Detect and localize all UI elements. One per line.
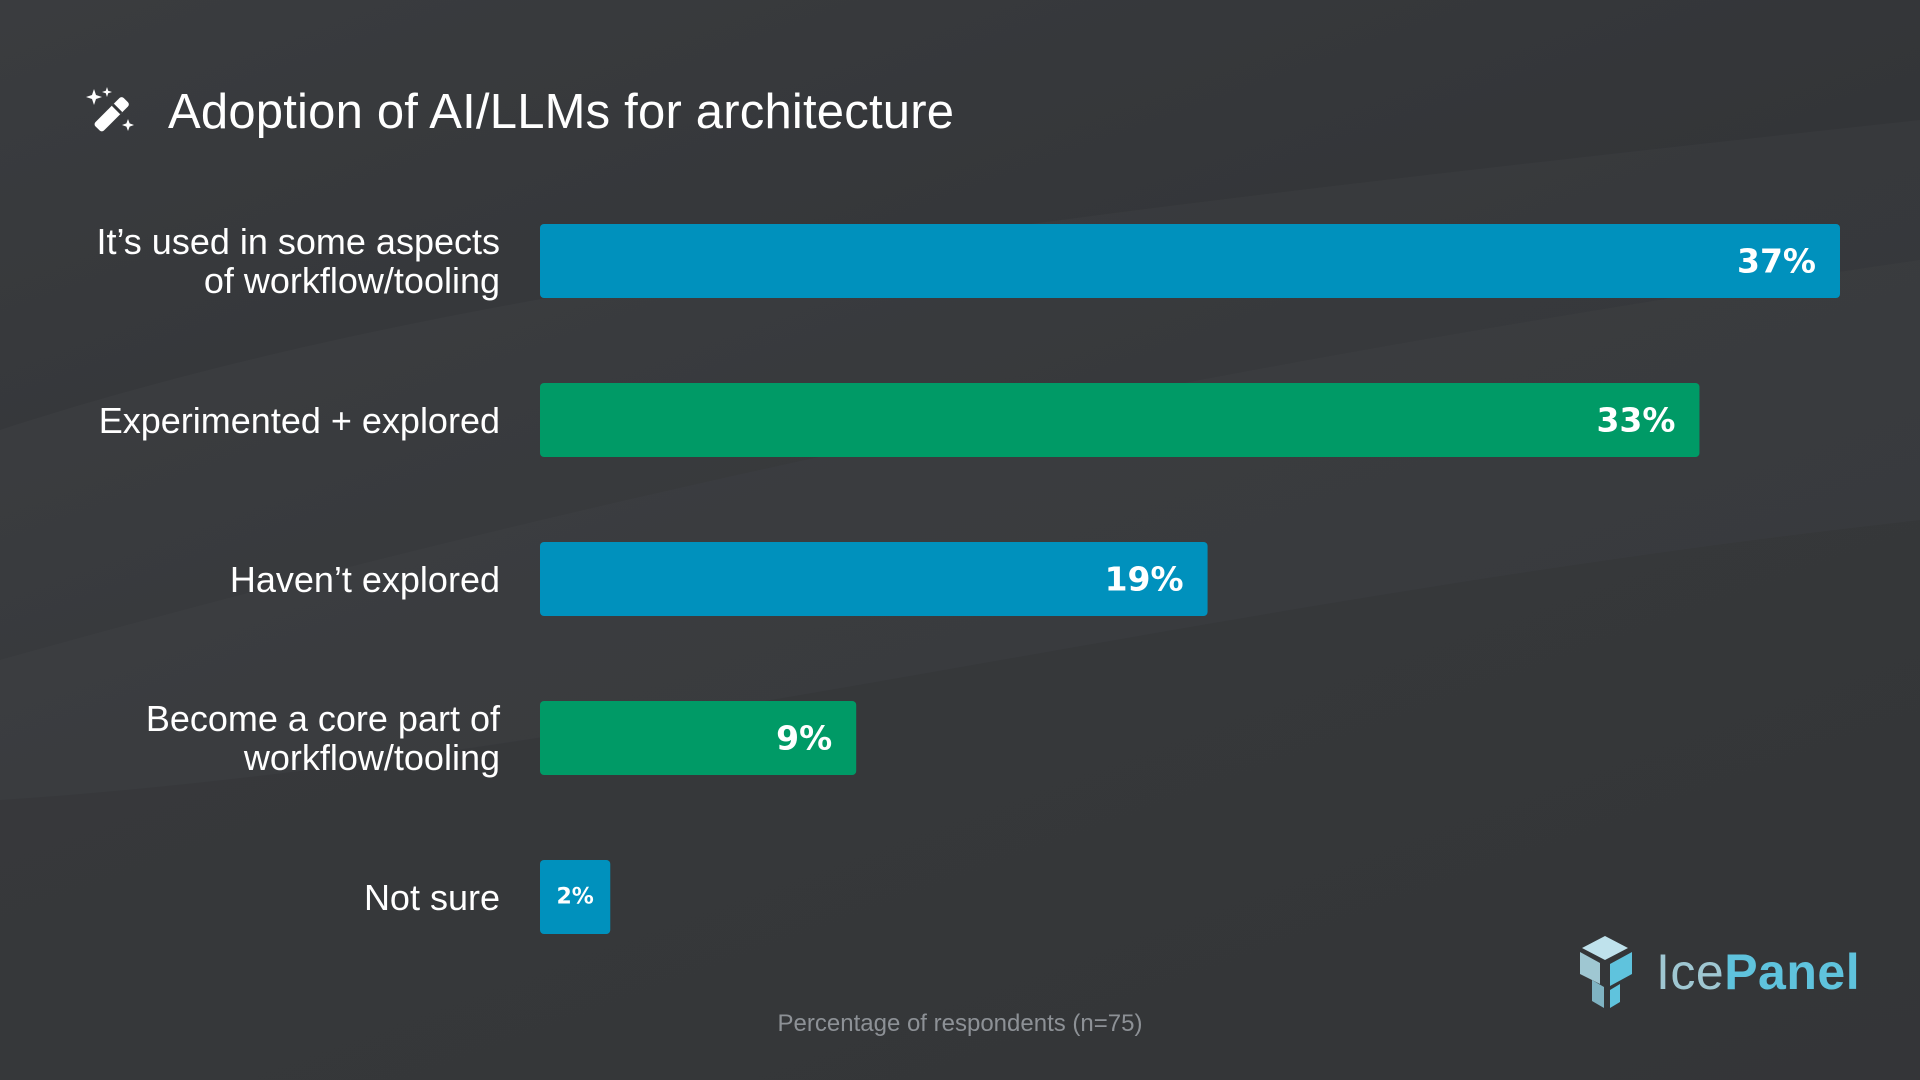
brand-name-panel: Panel <box>1724 944 1861 1000</box>
bar-1 <box>540 224 1840 298</box>
bar-3 <box>540 542 1208 616</box>
chart-header: Adoption of AI/LLMs for architecture <box>84 80 954 144</box>
brand-name-ice: Ice <box>1656 944 1725 1000</box>
page-title: Adoption of AI/LLMs for architecture <box>168 85 955 139</box>
bar-5 <box>540 860 611 934</box>
magic-wand-icon <box>86 87 134 132</box>
category-label-3: Haven’t explored <box>229 558 500 600</box>
axis-footnote: Percentage of respondents (n=75) <box>777 1010 1143 1037</box>
brand-logo: IcePanel <box>1574 934 1860 1010</box>
brand-name: IcePanel <box>1656 943 1860 1001</box>
bar-value-label-5: 2% <box>556 885 593 910</box>
bar-value-label-2: 33% <box>1596 401 1675 440</box>
bar-4 <box>540 701 857 775</box>
icepanel-cube-icon <box>1580 936 1632 1008</box>
bar-value-label-3: 19% <box>1105 560 1184 599</box>
bar-value-label-4: 9% <box>776 719 832 758</box>
bar-2 <box>540 383 1700 457</box>
category-label-1: It’s used in some aspects of workflow/to… <box>96 221 500 301</box>
bar-value-label-1: 37% <box>1737 242 1816 281</box>
category-label-2: Experimented + explored <box>98 399 500 441</box>
category-label-5: Not sure <box>363 876 500 918</box>
category-label-4: Become a core part of workflow/tooling <box>145 698 500 778</box>
